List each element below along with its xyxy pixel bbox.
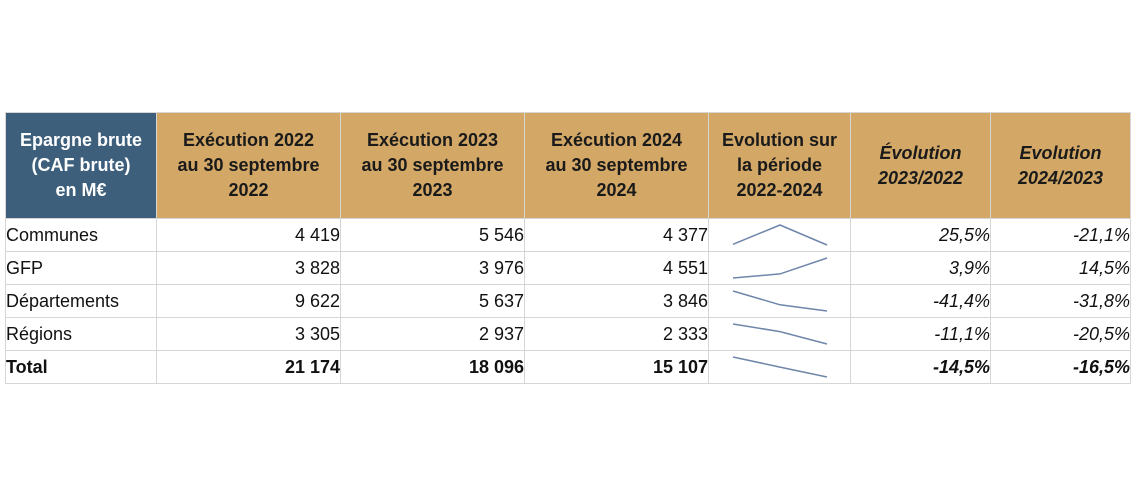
cell-2024: 4 377: [524, 218, 709, 252]
cell-evolution-2023-2022: 3,9%: [850, 251, 991, 285]
cell-2024: 15 107: [524, 350, 709, 384]
sparkline-line: [732, 224, 827, 246]
sparkline-cell: [708, 284, 851, 318]
sparkline-line: [732, 323, 827, 345]
col-header-execution-2024: Exécution 2024 au 30 septembre 2024: [524, 112, 709, 219]
sparkline-line: [732, 257, 827, 279]
cell-2022: 9 622: [156, 284, 341, 318]
cell-evolution-2023-2022: 25,5%: [850, 218, 991, 252]
cell-2023: 5 637: [340, 284, 525, 318]
header-row: Epargne brute (CAF brute) en M€ Exécutio…: [5, 112, 1131, 219]
cell-2022: 3 828: [156, 251, 341, 285]
cell-2024: 2 333: [524, 317, 709, 351]
cell-2022: 4 419: [156, 218, 341, 252]
table-row-departements: Départements 9 622 5 637 3 846 -41,4% -3…: [5, 284, 1131, 318]
col-header-evolution-periode: Evolution sur la période 2022-2024: [708, 112, 851, 219]
sparkline-cell: [708, 218, 851, 252]
col-header-epargne-brute: Epargne brute (CAF brute) en M€: [5, 112, 157, 219]
cell-2024: 3 846: [524, 284, 709, 318]
col-header-execution-2023: Exécution 2023 au 30 septembre 2023: [340, 112, 525, 219]
table-row-total: Total 21 174 18 096 15 107 -14,5% -16,5%: [5, 350, 1131, 384]
cell-2023: 5 546: [340, 218, 525, 252]
row-label: Total: [5, 350, 157, 384]
table-row-regions: Régions 3 305 2 937 2 333 -11,1% -20,5%: [5, 317, 1131, 351]
table-row-gfp: GFP 3 828 3 976 4 551 3,9% 14,5%: [5, 251, 1131, 285]
row-label: GFP: [5, 251, 157, 285]
caf-table: Epargne brute (CAF brute) en M€ Exécutio…: [5, 112, 1131, 384]
sparkline-cell: [708, 317, 851, 351]
table-row-communes: Communes 4 419 5 546 4 377 25,5% -21,1%: [5, 218, 1131, 252]
cell-2022: 3 305: [156, 317, 341, 351]
col-header-execution-2022: Exécution 2022 au 30 septembre 2022: [156, 112, 341, 219]
cell-evolution-2024-2023: -21,1%: [990, 218, 1131, 252]
cell-evolution-2023-2022: -14,5%: [850, 350, 991, 384]
sparkline: [732, 224, 827, 246]
cell-evolution-2024-2023: -20,5%: [990, 317, 1131, 351]
sparkline: [732, 323, 827, 345]
cell-2022: 21 174: [156, 350, 341, 384]
cell-evolution-2024-2023: -31,8%: [990, 284, 1131, 318]
sparkline: [732, 257, 827, 279]
sparkline: [732, 356, 827, 378]
sparkline-cell: [708, 350, 851, 384]
cell-evolution-2023-2022: -41,4%: [850, 284, 991, 318]
col-header-evolution-2023-2022: Évolution 2023/2022: [850, 112, 991, 219]
cell-2024: 4 551: [524, 251, 709, 285]
sparkline-line: [732, 290, 827, 312]
cell-2023: 3 976: [340, 251, 525, 285]
cell-evolution-2023-2022: -11,1%: [850, 317, 991, 351]
sparkline-line: [732, 356, 827, 378]
col-header-evolution-2024-2023: Evolution 2024/2023: [990, 112, 1131, 219]
cell-2023: 2 937: [340, 317, 525, 351]
sparkline-cell: [708, 251, 851, 285]
row-label: Communes: [5, 218, 157, 252]
cell-evolution-2024-2023: -16,5%: [990, 350, 1131, 384]
row-label: Départements: [5, 284, 157, 318]
cell-2023: 18 096: [340, 350, 525, 384]
cell-evolution-2024-2023: 14,5%: [990, 251, 1131, 285]
sparkline: [732, 290, 827, 312]
row-label: Régions: [5, 317, 157, 351]
